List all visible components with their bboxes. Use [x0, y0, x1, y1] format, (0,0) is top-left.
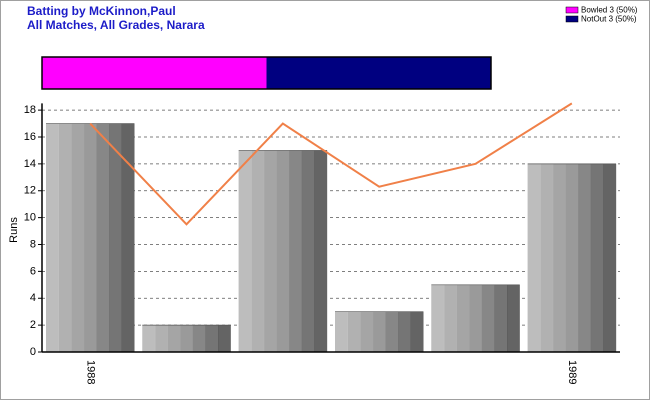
bar-shade: [46, 123, 59, 352]
bar-shade: [494, 284, 508, 352]
chart-subtitle: All Matches, All Grades, Narara: [27, 18, 205, 32]
bar-shade: [410, 311, 424, 352]
y-tick-label: 16: [24, 131, 36, 143]
bar-shade: [347, 311, 361, 352]
bar-shade: [360, 311, 374, 352]
y-tick-label: 10: [24, 212, 36, 224]
bar-shade: [603, 163, 617, 352]
bar-shade: [205, 325, 219, 352]
bar-shade: [167, 325, 181, 352]
y-tick-label: 4: [30, 292, 36, 304]
y-tick-label: 2: [30, 319, 36, 331]
y-tick-label: 0: [30, 346, 36, 358]
y-tick-label: 12: [24, 185, 36, 197]
bar-shade: [289, 150, 303, 352]
y-tick-label: 8: [30, 238, 36, 250]
bar-shade: [154, 325, 168, 352]
bar: [431, 284, 520, 352]
bar-shade: [385, 311, 399, 352]
bar-shade: [566, 164, 579, 352]
bar-shade: [71, 123, 85, 352]
bar-shade: [96, 123, 110, 352]
bar-shade: [238, 150, 252, 352]
bar: [335, 311, 424, 352]
bar-shade: [109, 123, 123, 352]
bar-shade: [277, 150, 290, 352]
x-tick-label: 1988: [84, 360, 96, 384]
bar-shade: [578, 163, 592, 352]
bar: [527, 163, 616, 352]
bar-shade: [314, 150, 328, 352]
bar: [46, 123, 135, 352]
chart-title: Batting by McKinnon,Paul: [27, 4, 176, 18]
bar-shade: [431, 284, 445, 352]
bar: [238, 150, 327, 352]
bar-shade: [142, 325, 156, 352]
bar-shade: [552, 163, 566, 352]
y-tick-label: 18: [24, 104, 36, 116]
bar-shade: [180, 325, 193, 352]
bar-shade: [251, 150, 265, 352]
bar-shade: [121, 123, 135, 352]
bar-shade: [373, 312, 386, 352]
bar-shade: [456, 284, 470, 352]
bar-shade: [263, 150, 277, 352]
bar-shade: [443, 284, 457, 352]
bar-shade: [335, 311, 348, 352]
line: [89, 102, 573, 226]
bar-shade: [507, 284, 520, 352]
bar-shade: [481, 284, 495, 352]
legend-swatch: [565, 6, 579, 14]
y-tick-label: 14: [24, 158, 36, 170]
bar: [142, 325, 231, 352]
bar-shade: [84, 124, 97, 352]
bar-shade: [58, 123, 72, 352]
bar-shade: [301, 150, 315, 352]
x-tick-label: 1989: [566, 360, 578, 384]
legend-swatch: [565, 15, 579, 23]
stack-border: [41, 56, 492, 90]
stack-segment: [266, 57, 491, 89]
bar-shade: [192, 325, 206, 352]
bar-shade: [590, 163, 604, 352]
y-tick-label: 6: [30, 265, 36, 277]
bar-shade: [527, 163, 541, 352]
legend-label: NotOut 3 (50%): [581, 15, 637, 24]
bar-shade: [469, 285, 482, 352]
y-axis-label: Runs: [8, 217, 20, 243]
bar-shade: [540, 163, 554, 352]
bar-shade: [398, 311, 412, 352]
stack-segment: [42, 57, 267, 89]
bar-shade: [218, 325, 231, 352]
legend-label: Bowled 3 (50%): [581, 6, 638, 15]
